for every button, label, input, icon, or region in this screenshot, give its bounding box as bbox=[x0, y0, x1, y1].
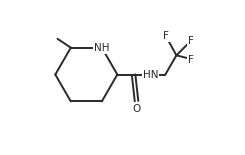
Text: NH: NH bbox=[94, 43, 110, 53]
Text: F: F bbox=[188, 36, 194, 46]
Text: O: O bbox=[132, 104, 141, 113]
Text: HN: HN bbox=[143, 70, 158, 80]
Text: F: F bbox=[163, 31, 169, 41]
Text: F: F bbox=[188, 55, 194, 65]
